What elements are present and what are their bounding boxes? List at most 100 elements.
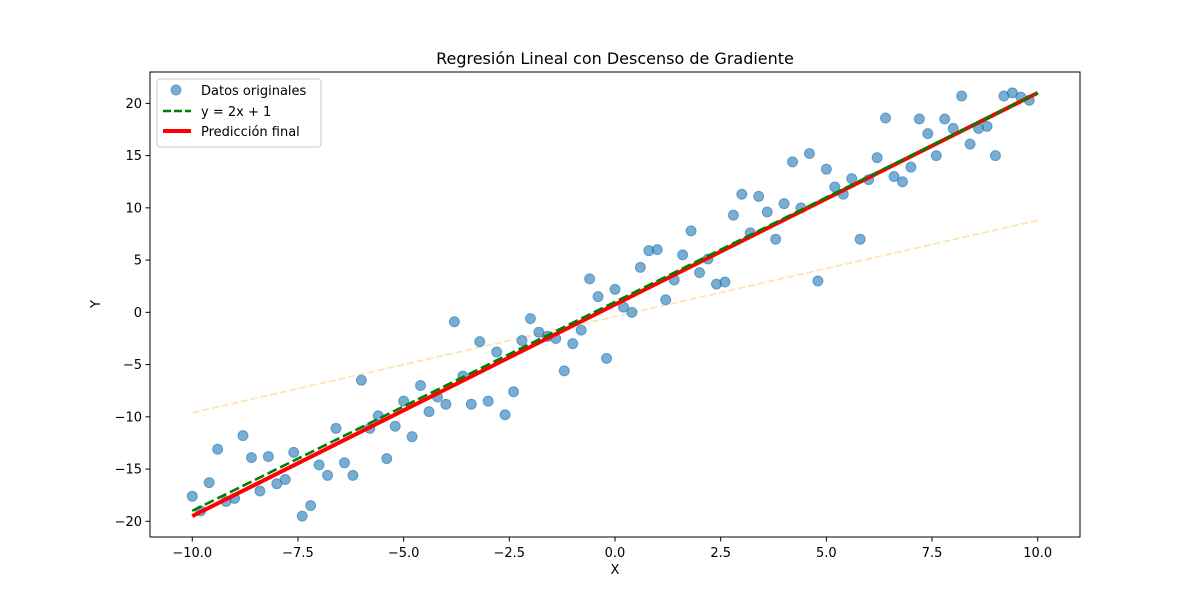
legend-label: y = 2x + 1 [201, 105, 271, 120]
scatter-point [770, 233, 782, 245]
legend-marker-scatter [170, 84, 182, 96]
scatter-point [389, 420, 401, 432]
scatter-point [660, 294, 672, 306]
y-tick-label: −15 [115, 463, 142, 478]
scatter-point [508, 386, 520, 398]
scatter-point [922, 128, 934, 140]
x-tick-label: 7.5 [922, 546, 943, 561]
scatter-point [812, 275, 824, 287]
scatter-point [787, 156, 799, 168]
y-axis-label: Y [89, 300, 104, 309]
scatter-point [592, 291, 604, 303]
scatter-point [888, 170, 900, 182]
legend-box [156, 78, 322, 148]
scatter-point [880, 112, 892, 124]
scatter-point [854, 233, 866, 245]
scatter-point [736, 188, 748, 200]
scatter-point [338, 457, 350, 469]
scatter-point [558, 365, 570, 377]
scatter-point [609, 283, 621, 295]
x-axis-label: X [611, 563, 620, 578]
x-tick-label: 0.0 [605, 546, 626, 561]
scatter-point [347, 469, 359, 481]
scatter-point [930, 150, 942, 162]
scatter-point [288, 446, 300, 458]
x-tick-label: 5.0 [816, 546, 837, 561]
scatter-point [262, 451, 274, 463]
scatter-point [381, 453, 393, 465]
scatter-point [398, 395, 410, 407]
scatter-point [871, 152, 883, 164]
scatter-point [296, 510, 308, 522]
scatter-point [465, 398, 477, 410]
scatter-point [415, 379, 427, 391]
scatter-point [254, 485, 266, 497]
chart-title: Regresión Lineal con Descenso de Gradien… [436, 49, 794, 68]
scatter-point [905, 161, 917, 173]
scatter-point [778, 198, 790, 210]
legend-label: Predicción final [201, 125, 300, 140]
y-tick-label: −5 [123, 358, 142, 373]
x-tick-label: −2.5 [494, 546, 526, 561]
scatter-point [313, 459, 325, 471]
y-tick-label: 15 [125, 149, 142, 164]
scatter-point [634, 261, 646, 273]
scatter-point [406, 431, 418, 443]
scatter-point [524, 313, 536, 325]
scatter-point [939, 113, 951, 125]
x-tick-label: 2.5 [710, 546, 731, 561]
scatter-point [626, 306, 638, 318]
scatter-point [584, 273, 596, 285]
scatter-point [567, 338, 579, 350]
axes: −10.0 −7.5 −5.0 −2.5 0.0 2.5 5.0 7.5 10.0 −20 −15 −… [115, 97, 1053, 561]
y-tick-label: 10 [125, 201, 142, 216]
y-tick-label: 20 [125, 97, 142, 112]
scatter-point [212, 443, 224, 455]
scatter-point [448, 316, 460, 328]
x-tick-label: −5.0 [388, 546, 420, 561]
scatter-point [753, 190, 765, 202]
plot-area [186, 87, 1039, 522]
y-tick-label: −20 [115, 515, 142, 530]
scatter-point [677, 249, 689, 261]
scatter-point [279, 474, 291, 486]
scatter-point [694, 267, 706, 279]
scatter-point [440, 398, 452, 410]
scatter-point [516, 335, 528, 347]
scatter-point [203, 477, 215, 489]
scatter-point [803, 148, 815, 160]
scatter-point [981, 120, 993, 132]
intermediate-prediction-line [192, 219, 1038, 414]
scatter-point [237, 430, 249, 442]
x-tick-label: 10.0 [1023, 546, 1052, 561]
y-tick-label: −10 [115, 410, 142, 425]
y-tick-label: 5 [134, 254, 142, 269]
scatter-point [727, 209, 739, 221]
scatter-point [896, 176, 908, 188]
legend-label: Datos originales [201, 84, 307, 99]
scatter-point [719, 276, 731, 288]
scatter-point [601, 352, 613, 364]
x-tick-label: −10.0 [172, 546, 212, 561]
scatter-point [245, 452, 257, 464]
scatter-point [355, 374, 367, 386]
scatter-point [761, 206, 773, 218]
scatter-point [820, 163, 832, 175]
scatter-point [322, 469, 334, 481]
scatter-point [491, 346, 503, 358]
scatter-point [499, 409, 511, 421]
x-tick-label: −7.5 [282, 546, 314, 561]
scatter-point [423, 406, 435, 418]
scatter-point [956, 90, 968, 102]
scatter-point [305, 500, 317, 512]
scatter-point [989, 150, 1001, 162]
scatter-point [330, 422, 342, 434]
scatter-point [575, 324, 587, 336]
scatter-point [474, 336, 486, 348]
y-tick-label: 0 [134, 306, 142, 321]
scatter-point [913, 113, 925, 125]
true-function-line [191, 91, 1039, 513]
scatter-point [685, 225, 697, 237]
scatter-point [964, 138, 976, 150]
